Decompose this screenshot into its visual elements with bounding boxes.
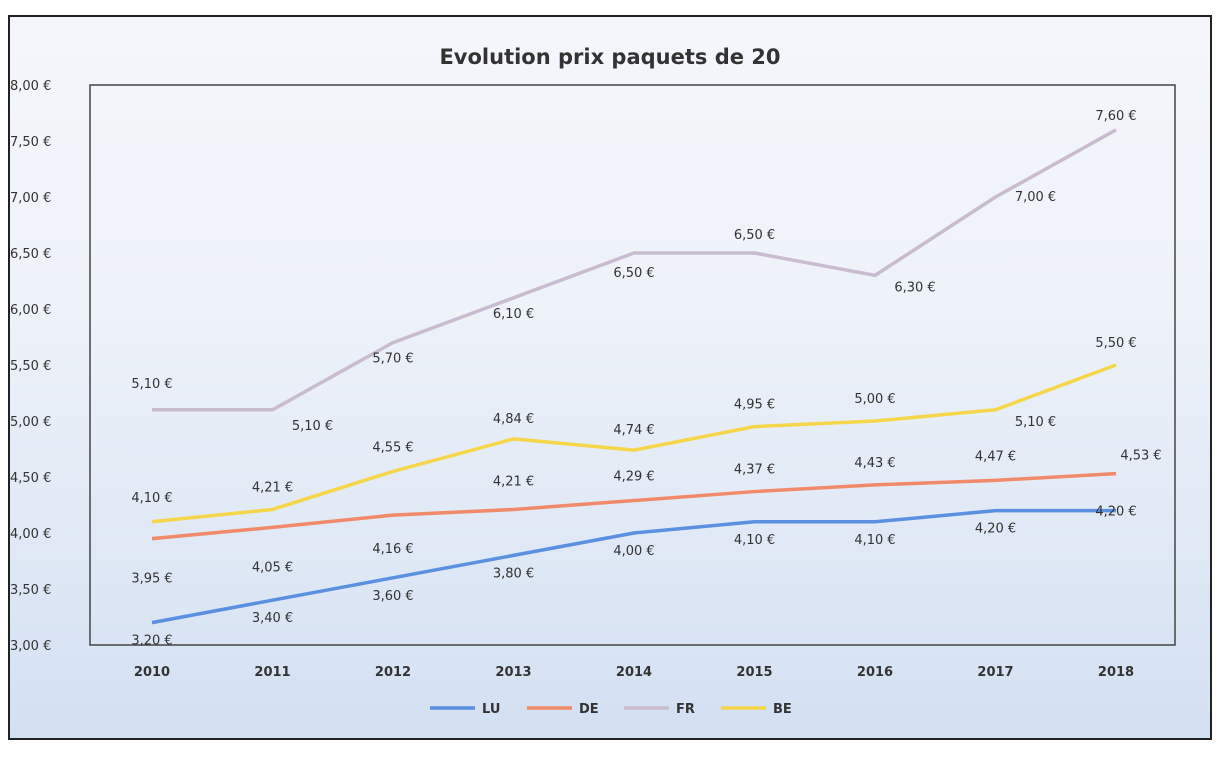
chart-title: Evolution prix paquets de 20 bbox=[439, 45, 780, 69]
x-tick-label: 2018 bbox=[1098, 665, 1134, 680]
data-label-fr: 7,00 € bbox=[1015, 190, 1056, 205]
y-tick-label: 6,50 € bbox=[10, 247, 51, 262]
data-label-lu: 4,20 € bbox=[1095, 505, 1136, 520]
data-label-lu: 3,60 € bbox=[372, 589, 413, 604]
data-label-fr: 5,10 € bbox=[292, 419, 333, 434]
series-line-de bbox=[151, 471, 1117, 541]
data-label-lu: 4,00 € bbox=[613, 544, 654, 559]
series-line-fr bbox=[152, 128, 1117, 412]
data-label-fr: 5,10 € bbox=[131, 377, 172, 392]
y-tick-label: 5,50 € bbox=[10, 359, 51, 374]
chart-frame bbox=[8, 15, 1212, 740]
data-label-de: 4,47 € bbox=[975, 449, 1016, 464]
x-tick-label: 2012 bbox=[375, 665, 411, 680]
data-label-de: 4,21 € bbox=[493, 474, 534, 489]
plot-area bbox=[89, 84, 1176, 646]
x-tick-label: 2010 bbox=[134, 665, 170, 680]
data-label-be: 4,74 € bbox=[613, 423, 654, 438]
y-tick-label: 8,00 € bbox=[10, 79, 51, 94]
series-line-be bbox=[151, 363, 1117, 524]
legend-label-de: DE bbox=[579, 702, 599, 717]
data-label-de: 4,37 € bbox=[734, 463, 775, 478]
data-label-lu: 3,20 € bbox=[131, 634, 172, 649]
data-label-lu: 4,10 € bbox=[734, 533, 775, 548]
y-tick-label: 4,00 € bbox=[10, 527, 51, 542]
data-label-fr: 6,50 € bbox=[613, 266, 654, 281]
data-label-lu: 4,10 € bbox=[854, 533, 895, 548]
data-label-de: 4,16 € bbox=[372, 542, 413, 557]
y-tick-label: 3,00 € bbox=[10, 639, 51, 654]
data-label-be: 4,21 € bbox=[252, 480, 293, 495]
y-tick-label: 6,00 € bbox=[10, 303, 51, 318]
series-line-lu bbox=[151, 508, 1116, 625]
legend-label-be: BE bbox=[773, 702, 792, 717]
data-label-de: 4,29 € bbox=[613, 470, 654, 485]
x-tick-label: 2011 bbox=[254, 665, 290, 680]
data-label-be: 5,50 € bbox=[1095, 336, 1136, 351]
data-label-be: 4,84 € bbox=[493, 412, 534, 427]
data-label-be: 4,10 € bbox=[131, 491, 172, 506]
data-label-be: 5,00 € bbox=[854, 392, 895, 407]
data-label-lu: 3,80 € bbox=[493, 566, 534, 581]
data-label-fr: 5,70 € bbox=[372, 352, 413, 367]
data-label-be: 5,10 € bbox=[1015, 415, 1056, 430]
legend-label-fr: FR bbox=[676, 702, 695, 717]
data-label-fr: 6,30 € bbox=[894, 280, 935, 295]
data-label-fr: 6,50 € bbox=[734, 228, 775, 243]
y-tick-label: 3,50 € bbox=[10, 583, 51, 598]
data-label-de: 4,43 € bbox=[854, 456, 895, 471]
x-tick-label: 2016 bbox=[857, 665, 893, 680]
data-label-be: 4,55 € bbox=[372, 440, 413, 455]
data-label-fr: 7,60 € bbox=[1095, 109, 1136, 124]
y-tick-label: 5,00 € bbox=[10, 415, 51, 430]
legend-label-lu: LU bbox=[482, 702, 500, 717]
y-tick-label: 4,50 € bbox=[10, 471, 51, 486]
y-tick-label: 7,50 € bbox=[10, 135, 51, 150]
data-label-lu: 3,40 € bbox=[252, 611, 293, 626]
data-label-de: 4,53 € bbox=[1120, 449, 1161, 464]
x-tick-label: 2013 bbox=[495, 665, 531, 680]
x-tick-label: 2015 bbox=[736, 665, 772, 680]
x-tick-label: 2014 bbox=[616, 665, 652, 680]
x-tick-label: 2017 bbox=[977, 665, 1013, 680]
data-label-fr: 6,10 € bbox=[493, 307, 534, 322]
data-label-de: 3,95 € bbox=[131, 572, 172, 587]
data-label-de: 4,05 € bbox=[252, 560, 293, 575]
data-label-lu: 4,20 € bbox=[975, 522, 1016, 537]
data-label-be: 4,95 € bbox=[734, 398, 775, 413]
y-tick-label: 7,00 € bbox=[10, 191, 51, 206]
